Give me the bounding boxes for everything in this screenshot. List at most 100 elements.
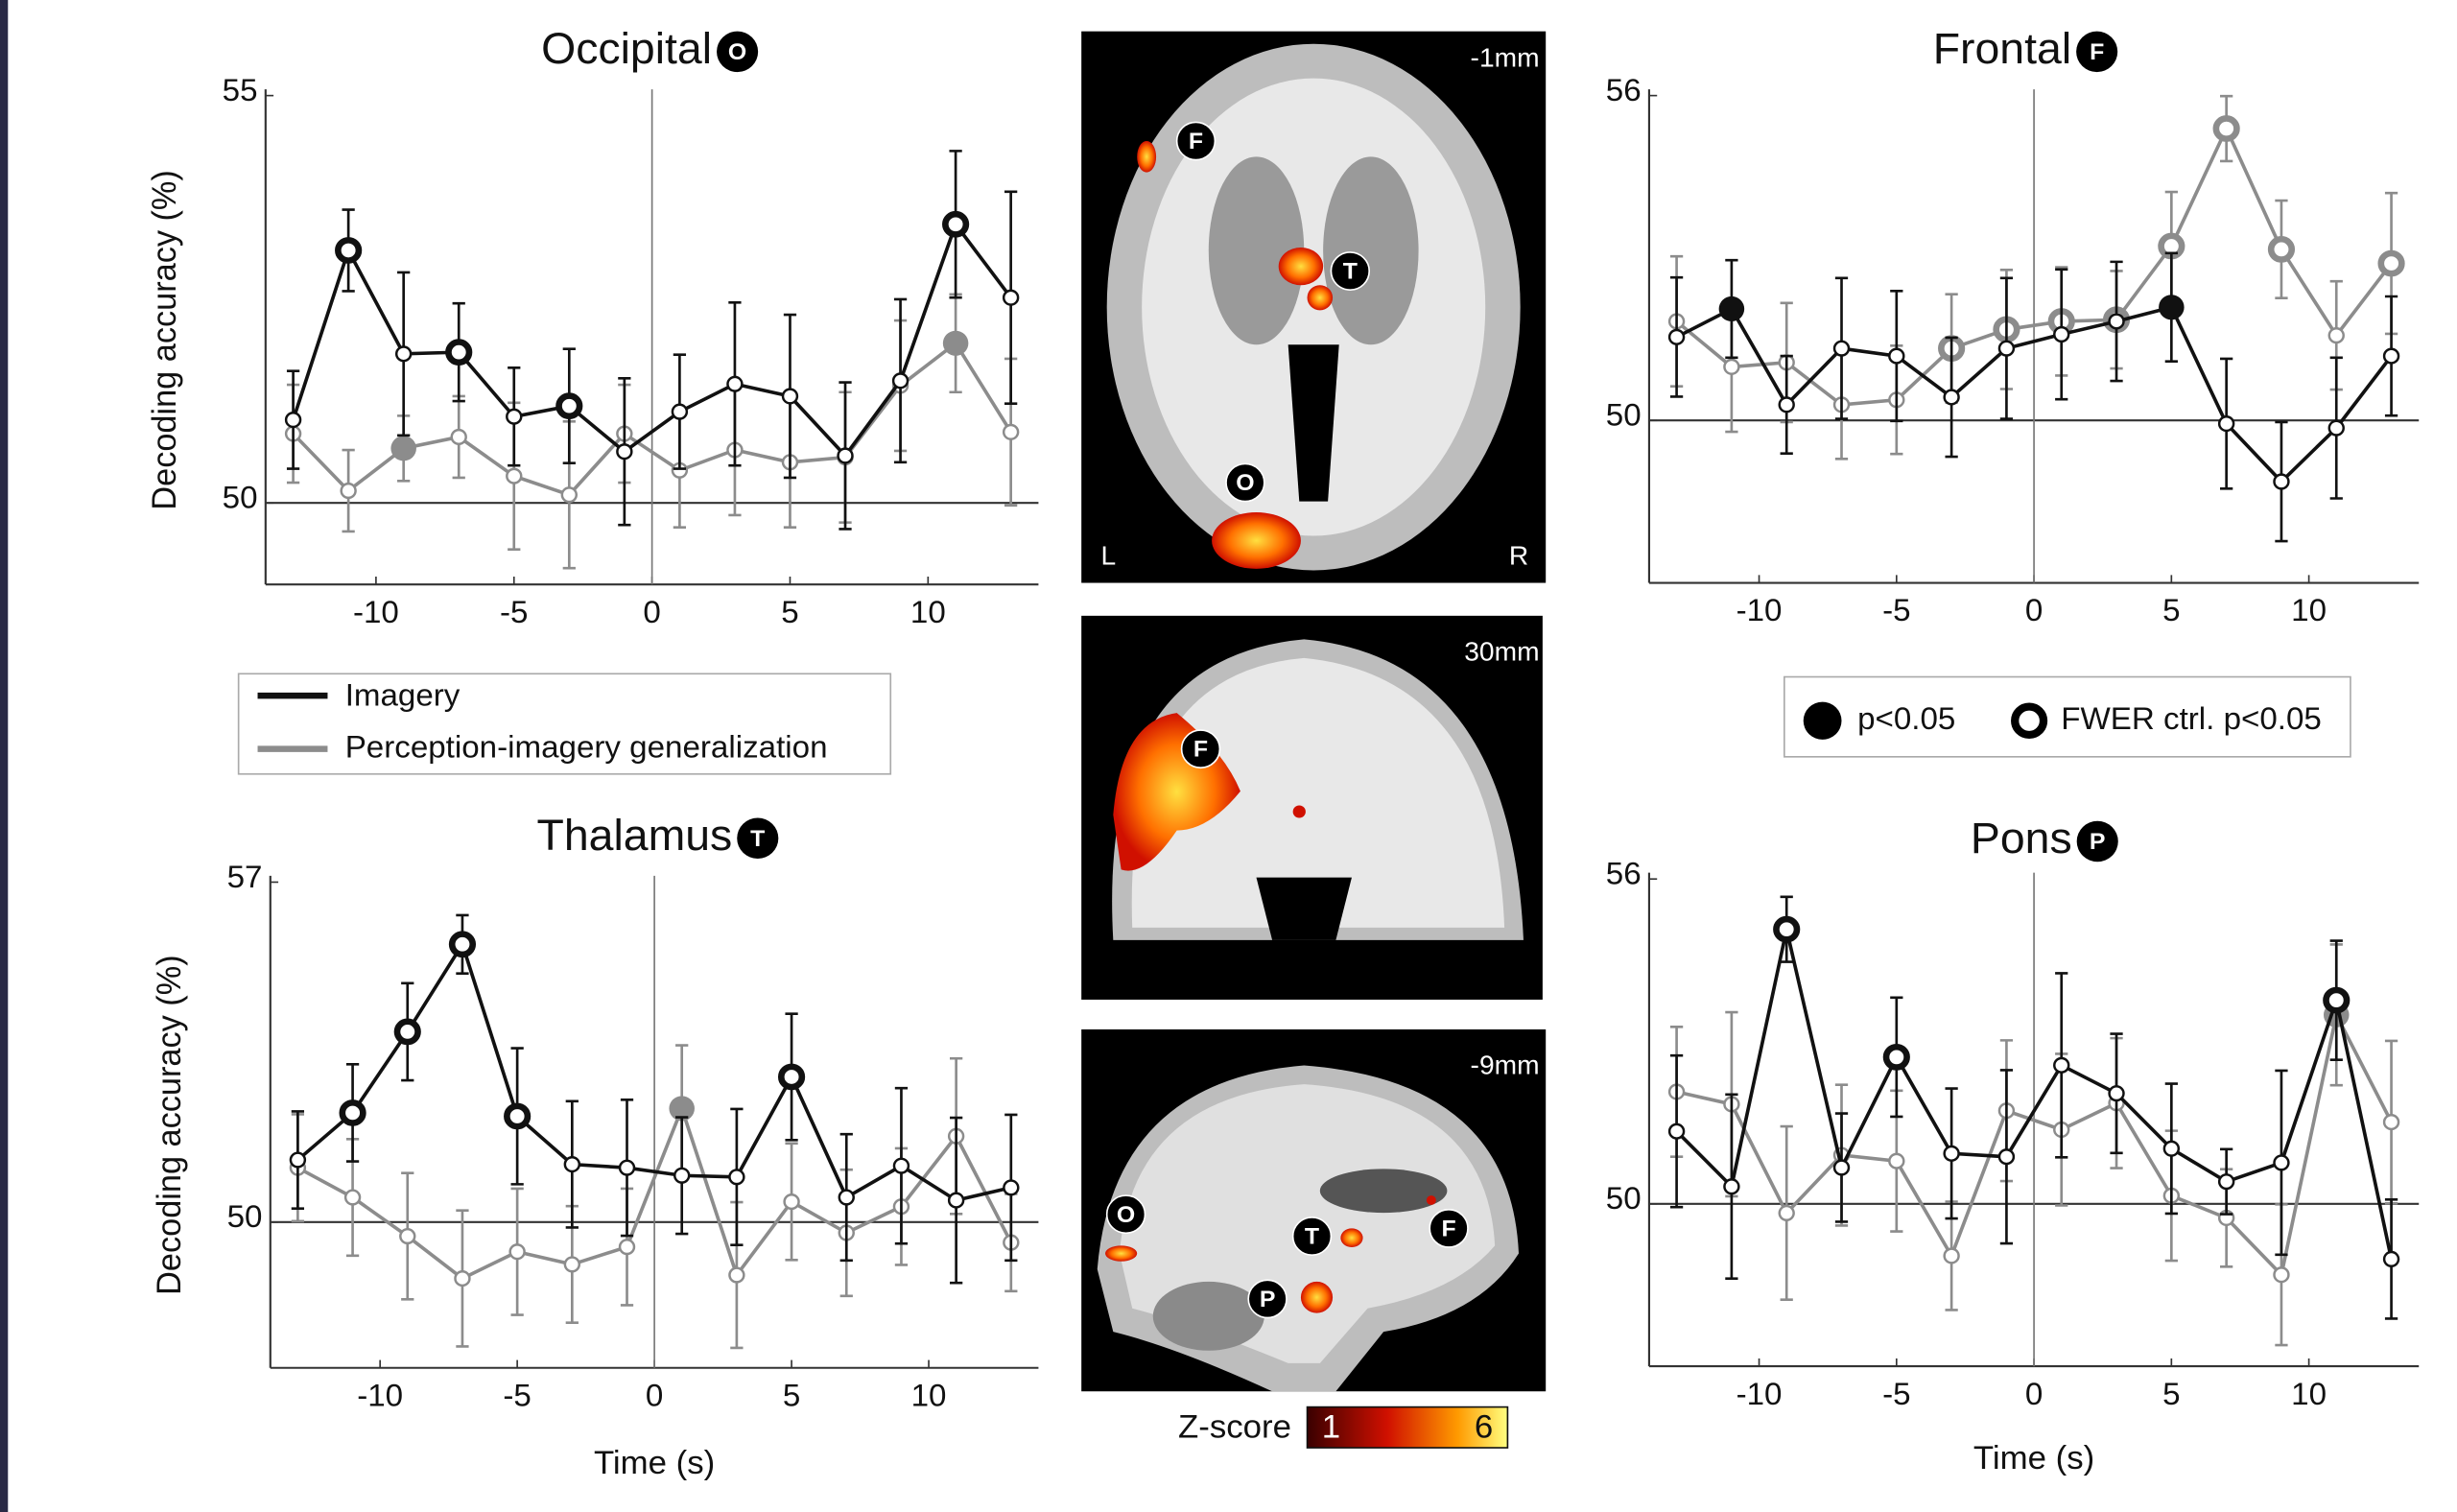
marker xyxy=(286,413,300,427)
marker xyxy=(448,343,469,363)
marker xyxy=(949,1193,963,1208)
legend-label: Imagery xyxy=(345,677,461,713)
marker xyxy=(617,444,631,459)
x-tick-label: 10 xyxy=(910,594,946,629)
colorbar-label: Z-score xyxy=(1178,1409,1291,1446)
marker xyxy=(2110,315,2124,329)
marker xyxy=(2326,990,2347,1010)
marker xyxy=(2384,349,2398,364)
x-tick-label: -10 xyxy=(1736,1376,1783,1411)
marker xyxy=(559,396,580,416)
marker xyxy=(2381,253,2402,273)
marker xyxy=(345,1191,360,1205)
region-label: O xyxy=(1236,470,1254,496)
y-tick-label: 50 xyxy=(227,1198,263,1234)
marker xyxy=(1669,1124,1684,1139)
marker xyxy=(1889,1154,1903,1169)
marker xyxy=(1999,1149,2014,1164)
side-label: L xyxy=(1101,541,1117,571)
y-tick-label: 56 xyxy=(1606,856,1642,891)
x-tick-label: -10 xyxy=(353,594,399,629)
marker xyxy=(1999,342,2014,356)
x-tick-label: 0 xyxy=(646,1378,663,1413)
marker xyxy=(2329,328,2344,343)
marker xyxy=(1945,1249,1959,1264)
marker xyxy=(565,1157,579,1171)
region-label: T xyxy=(1305,1224,1319,1250)
title-badge-label: T xyxy=(750,826,765,852)
x-tick-label: 10 xyxy=(2291,1376,2327,1411)
marker xyxy=(1889,349,1903,364)
marker xyxy=(2274,1156,2288,1170)
marker xyxy=(2274,1267,2288,1282)
marker xyxy=(1945,390,1959,405)
legend-swatch xyxy=(1804,702,1842,740)
marker xyxy=(673,405,687,419)
marker xyxy=(1834,342,1849,356)
marker xyxy=(945,214,966,234)
marker xyxy=(390,436,416,461)
y-tick-label: 50 xyxy=(223,480,258,515)
marker xyxy=(452,934,473,955)
title-badge-label: F xyxy=(2090,39,2104,65)
marker xyxy=(1780,398,1794,413)
marker xyxy=(2274,475,2288,489)
marker xyxy=(2110,1086,2124,1100)
marker xyxy=(839,1191,854,1205)
x-tick-label: -10 xyxy=(357,1378,403,1413)
marker xyxy=(620,1161,634,1175)
slice-label: 30mm xyxy=(1464,637,1539,667)
marker xyxy=(2219,1174,2233,1189)
marker xyxy=(291,1153,305,1168)
region-label: F xyxy=(1193,737,1208,763)
x-tick-label: 5 xyxy=(2162,1376,2180,1411)
x-tick-label: 5 xyxy=(2162,592,2180,627)
slice-label: -1mm xyxy=(1471,43,1540,73)
marker xyxy=(1724,1179,1738,1193)
chart-title: Frontal xyxy=(1933,23,2071,73)
marker xyxy=(400,1229,414,1243)
marker xyxy=(943,331,969,356)
y-axis-label: Decoding accuracy (%) xyxy=(152,955,188,1294)
marker xyxy=(455,1271,469,1286)
y-tick-label: 56 xyxy=(1606,72,1642,107)
marker xyxy=(507,469,521,484)
slice-label: -9mm xyxy=(1471,1051,1540,1080)
brain-panel: -1mm L R F T O xyxy=(1081,32,1546,583)
marker xyxy=(397,1022,418,1042)
marker xyxy=(507,1106,528,1126)
x-tick-label: 0 xyxy=(643,594,660,629)
marker xyxy=(507,410,521,424)
colorbar-min: 1 xyxy=(1322,1409,1340,1446)
marker xyxy=(727,377,742,391)
legend-label: p<0.05 xyxy=(1857,700,1955,736)
marker xyxy=(2329,421,2344,436)
title-badge-label: P xyxy=(2090,829,2106,855)
x-tick-label: 0 xyxy=(2025,592,2043,627)
marker xyxy=(729,1268,744,1283)
marker xyxy=(1945,1146,1959,1161)
figure: -1mm L R F T O 30mm F -9mm O T F P Z-sco… xyxy=(0,0,2457,1512)
marker xyxy=(781,1067,802,1087)
legend-label: FWER ctrl. p<0.05 xyxy=(2061,700,2322,736)
side-label: R xyxy=(1509,541,1528,571)
marker xyxy=(1004,425,1018,439)
x-axis-label: Time (s) xyxy=(1973,1440,2094,1477)
marker xyxy=(2384,1252,2398,1266)
marker xyxy=(1886,1047,1907,1067)
x-tick-label: 10 xyxy=(2291,592,2327,627)
marker xyxy=(562,487,577,502)
marker xyxy=(674,1169,689,1183)
marker xyxy=(1004,1181,1018,1195)
x-tick-label: 0 xyxy=(2025,1376,2043,1411)
marker xyxy=(1004,291,1018,305)
marker xyxy=(2164,1142,2179,1156)
x-tick-label: 5 xyxy=(781,594,798,629)
colorbar-max: 6 xyxy=(1475,1409,1493,1446)
marker xyxy=(565,1258,579,1272)
marker xyxy=(1719,296,1745,321)
marker xyxy=(510,1244,525,1259)
title-badge-label: O xyxy=(728,39,746,65)
region-label: F xyxy=(1441,1217,1455,1242)
marker xyxy=(2219,416,2233,431)
